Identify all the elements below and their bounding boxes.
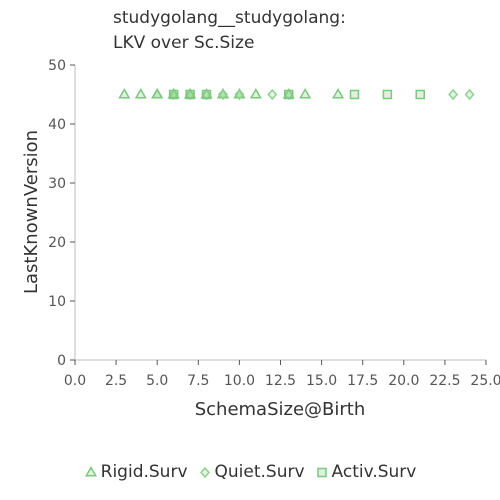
x-tick-label: 25.0 [470,373,500,389]
x-axis-label: SchemaSize@Birth [195,399,366,420]
legend-triangle-icon [84,465,97,477]
data-point-diamond [267,88,278,101]
y-axis-label: LastKnownVersion [21,130,42,294]
y-tick-label: 50 [48,58,66,74]
x-tick-label: 22.5 [429,373,460,389]
y-tick-label: 10 [48,294,66,310]
data-point-diamond [234,88,245,101]
x-tick-label: 0.0 [64,373,86,389]
data-point-square [185,89,195,100]
legend-label: Activ.Surv [331,462,417,482]
x-tick-label: 7.5 [187,373,209,389]
data-point-square [283,89,294,100]
x-tick-label: 15.0 [306,373,337,389]
x-tick-label: 17.5 [347,373,378,389]
y-tick-label: 40 [48,117,66,133]
legend: Rigid.Surv Quiet.Surv Activ.Surv [0,462,500,482]
y-tick-label: 20 [48,235,66,251]
legend-square-icon [316,467,327,478]
data-point-square [382,89,393,100]
legend-item: Activ.Surv [315,462,417,482]
legend-label: Quiet.Surv [214,462,305,482]
legend-label: Rigid.Surv [100,462,188,482]
data-point-triangle [151,87,164,99]
x-tick-label: 20.0 [388,373,419,389]
data-point-triangle [249,87,262,99]
data-point-diamond [217,88,228,101]
chart-title-line-1: studygolang__studygolang: [113,8,346,28]
x-tick-label: 2.5 [105,373,127,389]
data-point-triangle [299,87,312,99]
y-tick-label: 30 [48,176,66,192]
data-points [118,87,475,101]
x-tick-label: 10.0 [224,373,255,389]
data-point-square [349,89,360,100]
series-quiet-surv [168,88,475,101]
chart-title-line-2: LKV over Sc.Size [113,33,255,53]
legend-item: Rigid.Surv [84,462,188,482]
x-tick-label: 12.5 [265,373,296,389]
data-point-diamond [464,88,475,101]
data-point-triangle [331,87,345,99]
data-point-square [168,89,179,100]
data-point-triangle [134,87,147,99]
data-point-diamond [448,88,459,101]
chart-title: studygolang__studygolang: LKV over Sc.Si… [113,6,493,56]
series-activ-surv [168,89,425,100]
x-tick-label: 5.0 [146,373,168,389]
series-rigid-surv [118,87,345,99]
axes: 0 10 20 30 40 50 0.0 2.5 5.0 7.5 10.0 12.5 15.0 17.5 2… [48,58,500,389]
data-point-triangle [118,87,131,99]
y-tick-label: 0 [57,353,66,369]
data-point-square [201,89,212,100]
data-point-square [415,89,425,100]
legend-item: Quiet.Surv [198,462,305,482]
legend-diamond-icon [199,466,210,479]
